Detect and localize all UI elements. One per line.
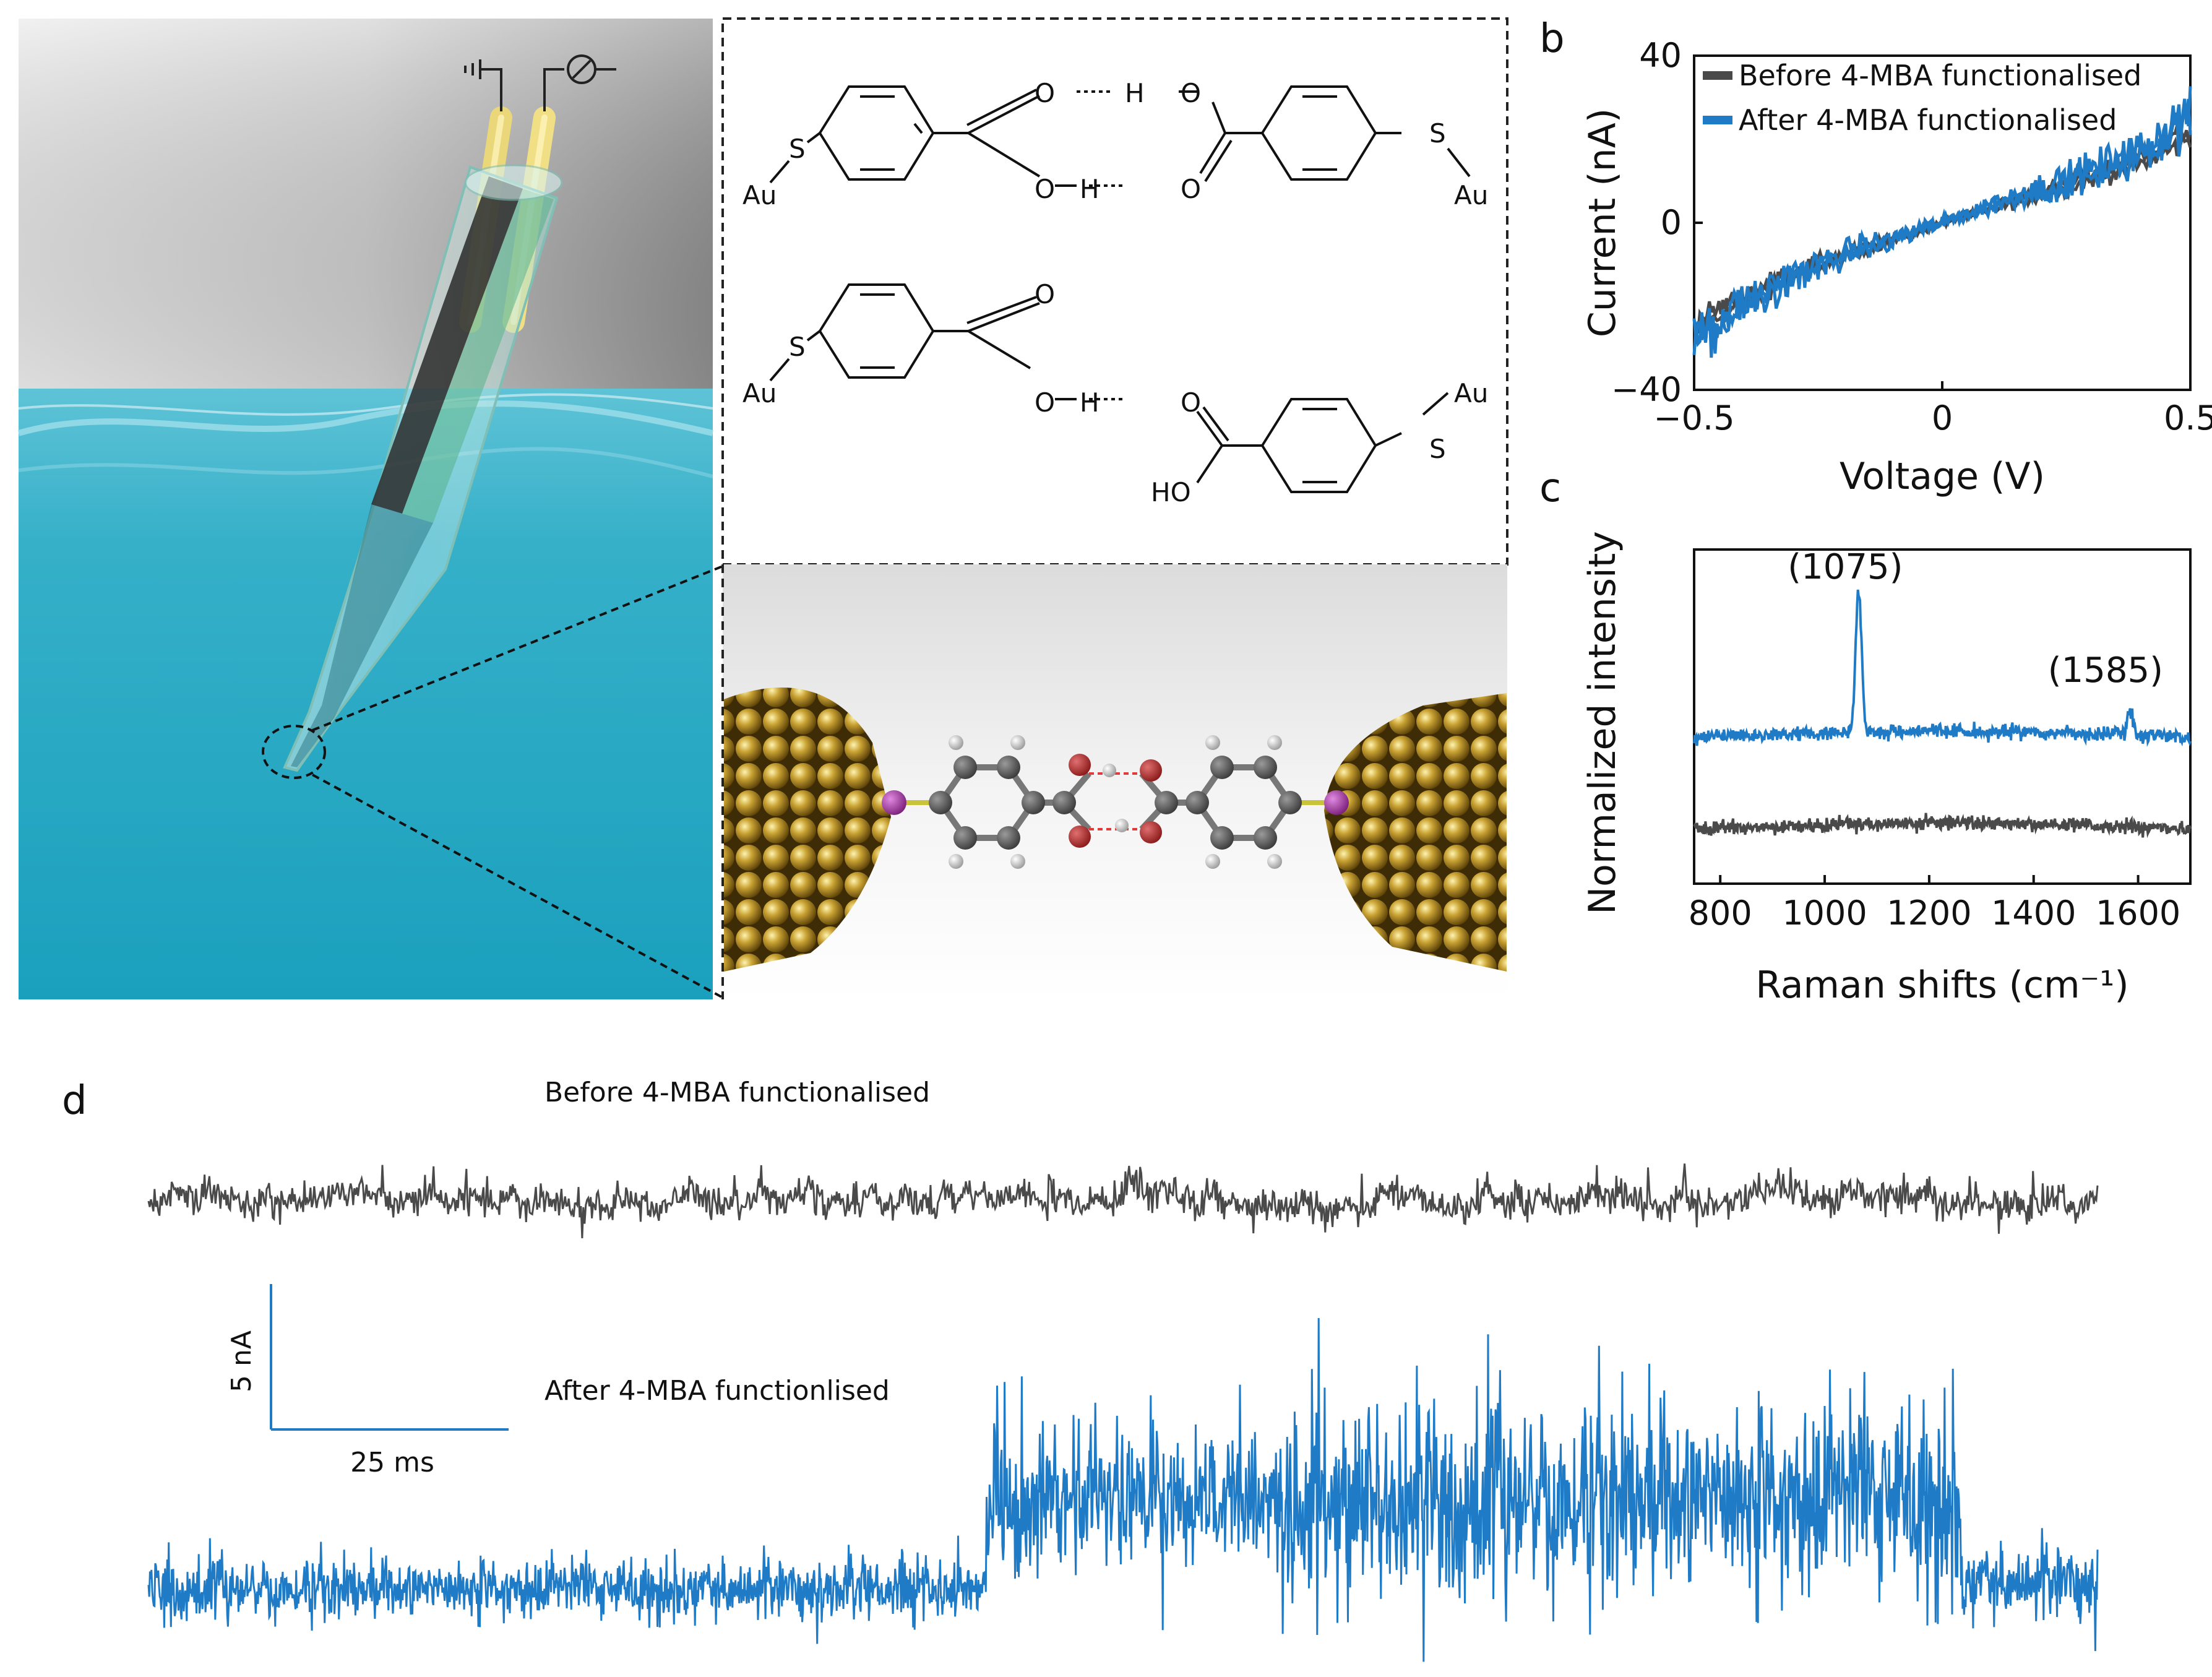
panel-a: a [17,16,1508,999]
mba-dimer-model [882,735,1349,869]
iv-ytick-label: −40 [1611,370,1682,409]
panel-letter-c: c [1539,465,1561,511]
raman-plot-frame [1693,548,2192,885]
panel-b: b −0.5 0 0.5 −40 0 40 Before 4-MBA functional… [1539,16,2212,498]
raman-peak-label-1075: (1075) [1788,547,1903,587]
raman-series-before [1693,813,2192,838]
iv-series-after [1692,98,2192,358]
gold-electrode-left [724,688,891,972]
theta-pipette [283,164,563,772]
mba-bottom-left [769,283,1126,400]
scale-bar-y-label: 5 nA [226,1330,257,1392]
iv-ylabel: Current (nA) [1581,108,1624,337]
panel-letter-b: b [1539,16,1565,62]
svg-text:H: H [1080,387,1100,418]
structure-box [721,17,1508,566]
raman-chart: 800 1000 1200 1400 1600 (1075) (1585) Raman … [1581,531,2192,1007]
svg-text:O: O [1035,174,1055,204]
raman-peak-label-1585: (1585) [2048,650,2163,691]
scale-bar: 5 nA 25 ms [226,1284,509,1478]
chem-structures [769,85,1471,493]
iv-ytick-label: 0 [1661,203,1682,242]
svg-text:S: S [1429,434,1446,464]
panel-c: c 800 1000 1200 1400 1600 (1075) (1585) Rama… [1539,465,2192,1007]
svg-text:Au: Au [742,180,777,210]
svg-text:O: O [1035,387,1055,418]
iv-series-after [1692,86,2192,343]
svg-text:H: H [1080,174,1100,204]
iv-xtick-label: −0.5 [1653,399,1734,438]
svg-text:H: H [1125,78,1145,108]
svg-text:Au: Au [1454,378,1488,408]
raman-xtick-label: 1400 [1991,894,2076,933]
gold-electrode-right [1324,693,1507,972]
svg-text:S: S [1429,118,1446,149]
water-surface-wave [17,400,714,436]
trace-label-before: Before 4-MBA functionalised [544,1077,930,1108]
mba-top-right [1179,85,1471,183]
iv-chart: −0.5 0 0.5 −40 0 40 Before 4-MBA functionalis… [1581,36,2212,498]
raman-xtick-label: 1600 [2096,894,2180,933]
iv-xlabel: Voltage (V) [1840,455,2045,498]
raman-xlabel: Raman shifts (cm⁻¹) [1755,964,2128,1007]
chem-labels: Au S O O H H O O S Au Au S O O H O HO S … [742,78,1488,507]
raman-ylabel: Normalized intensity [1581,531,1624,914]
iv-legend-label: Before 4-MBA functionalised [1739,59,2141,92]
trace-label-after: After 4-MBA functionlised [544,1375,890,1407]
trace-before [147,1163,2099,1239]
svg-text:O: O [1035,78,1055,108]
water-background [19,389,713,999]
raman-xtick-label: 1000 [1782,894,1867,933]
iv-xtick-label: 0.5 [2164,399,2212,438]
svg-text:O: O [1035,279,1055,309]
svg-text:Au: Au [1454,180,1488,210]
svg-text:S: S [789,134,806,164]
mba-top-left [769,85,1126,187]
iv-xtick-label: 0 [1932,399,1953,438]
mba-bottom-right [1196,392,1449,493]
iv-legend-label: After 4-MBA functionalised [1739,103,2117,137]
raman-series-after [1693,589,2192,747]
tip-zoom-circle [262,725,326,779]
svg-text:O: O [1181,78,1201,108]
panel-d: d Before 4-MBA functionalised After 4-MB… [62,1077,2099,1662]
raman-xtick-label: 1200 [1887,894,1971,933]
svg-text:O: O [1181,387,1201,418]
iv-ytick-label: 40 [1639,36,1682,75]
svg-text:S: S [789,332,806,362]
svg-text:HO: HO [1151,477,1191,507]
panel-letter-d: d [62,1078,87,1124]
scale-bar-x-label: 25 ms [350,1447,434,1478]
svg-text:O: O [1181,174,1201,204]
raman-xtick-label: 800 [1689,894,1752,933]
zoom-line-bottom [312,774,723,999]
trace-after [147,1317,2099,1662]
svg-text:Au: Au [742,378,777,408]
circuit-symbols [464,54,616,111]
